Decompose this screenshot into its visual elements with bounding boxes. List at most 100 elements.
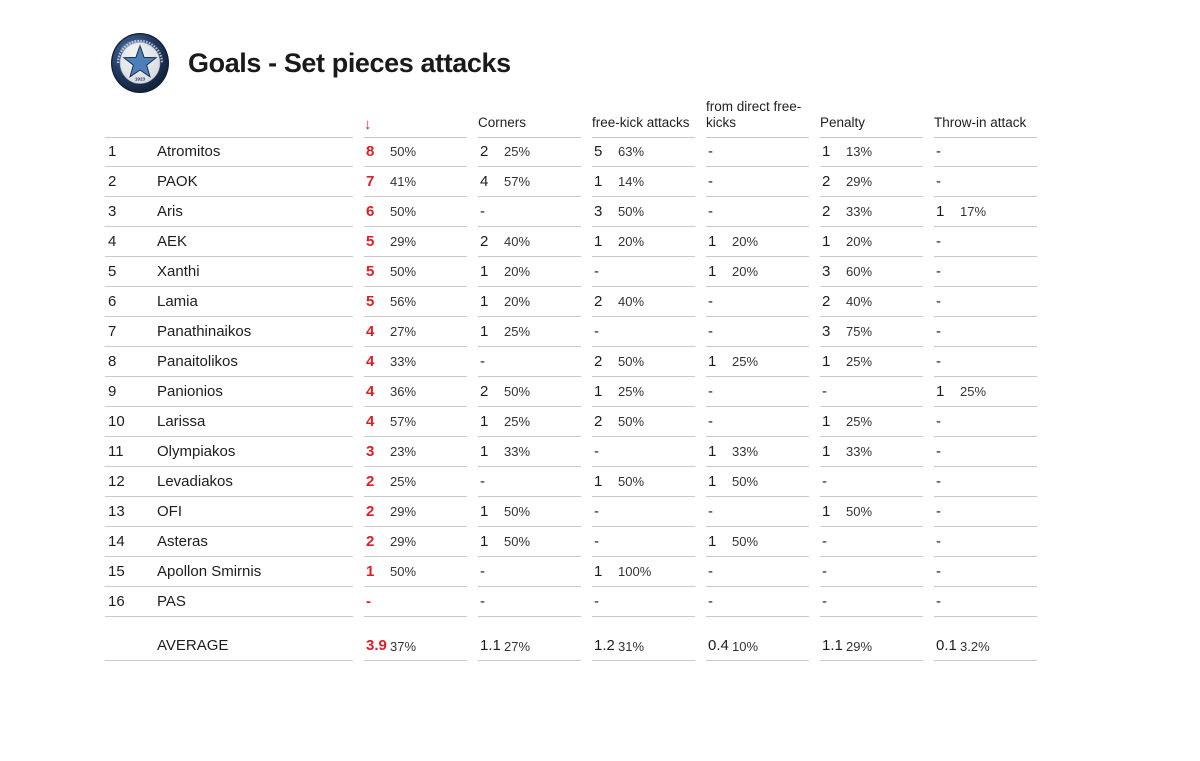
stat-count: 0.4	[708, 637, 729, 654]
total-cell: 5 50%	[364, 257, 467, 287]
stat-pct: 57%	[390, 414, 417, 429]
stats-table: ↓ Corners free-kick attacks from direct …	[105, 99, 1037, 661]
throw-in-cell: -	[934, 347, 1037, 377]
total-cell: 4 27%	[364, 317, 467, 347]
stat-count: -	[708, 383, 713, 400]
table-row: 15 Apollon Smirnis 1 50% - 1 100% - - -	[105, 557, 1037, 587]
average-free-kick-cell: 1.2 31%	[592, 617, 695, 661]
stat-pct: 3.2%	[960, 639, 990, 654]
stat-count: 1	[594, 173, 603, 190]
free-kick-cell: 5 63%	[592, 137, 695, 167]
rank-label: 13	[108, 503, 125, 520]
free-kick-cell: 2 40%	[592, 287, 695, 317]
team-name: Larissa	[157, 413, 206, 430]
stat-count: 1	[936, 203, 945, 220]
stat-count: 1	[594, 473, 603, 490]
total-cell: 2 25%	[364, 467, 467, 497]
stat-count: 1	[708, 233, 717, 250]
throw-in-cell: -	[934, 167, 1037, 197]
stat-count: -	[708, 173, 713, 190]
header-throw-in-attack: Throw-in attack	[934, 99, 1037, 138]
sort-descending-icon[interactable]: ↓	[364, 115, 372, 133]
stat-pct: 29%	[846, 174, 873, 189]
corners-cell: -	[478, 557, 581, 587]
stat-count: -	[936, 263, 941, 280]
stat-count: -	[480, 473, 485, 490]
stat-count: -	[708, 323, 713, 340]
stat-pct: 37%	[390, 639, 417, 654]
stat-count: 2	[822, 173, 831, 190]
penalty-cell: 1 50%	[820, 497, 923, 527]
stat-count: -	[480, 593, 485, 610]
stat-count: 2	[594, 413, 603, 430]
corners-cell: 1 20%	[478, 257, 581, 287]
stat-count: 1	[822, 353, 831, 370]
throw-in-cell: -	[934, 557, 1037, 587]
stat-pct: 29%	[390, 504, 417, 519]
stat-pct: 33%	[846, 444, 873, 459]
stat-count: -	[936, 233, 941, 250]
star-icon	[122, 44, 158, 78]
stat-pct: 41%	[390, 174, 417, 189]
header-total-cell: ↓	[364, 99, 467, 138]
penalty-cell: 1 20%	[820, 227, 923, 257]
corners-cell: 1 20%	[478, 287, 581, 317]
stat-count: 1	[708, 533, 717, 550]
corners-cell: 1 33%	[478, 437, 581, 467]
stat-count: -	[936, 413, 941, 430]
stat-count: 4	[366, 323, 375, 340]
table-row: 8 Panaitolikos 4 33% - 2 50% 1 25% 1 25%…	[105, 347, 1037, 377]
stat-pct: 63%	[618, 144, 645, 159]
rank-label: 6	[108, 293, 117, 310]
stat-pct: 31%	[618, 639, 645, 654]
stat-pct: 33%	[390, 354, 417, 369]
corners-cell: 2 50%	[478, 377, 581, 407]
team-name: Lamia	[157, 293, 198, 310]
rank-label: 14	[108, 533, 125, 550]
direct-fk-cell: -	[706, 497, 809, 527]
stat-pct: 20%	[618, 234, 645, 249]
stat-pct: 13%	[846, 144, 873, 159]
stat-count: 1	[822, 233, 831, 250]
corners-cell: 4 57%	[478, 167, 581, 197]
corners-cell: -	[478, 197, 581, 227]
stat-pct: 25%	[846, 354, 873, 369]
stat-count: 4	[366, 413, 375, 430]
throw-in-cell: -	[934, 497, 1037, 527]
stat-count: 2	[366, 533, 375, 550]
stat-pct: 20%	[846, 234, 873, 249]
stat-count: -	[708, 503, 713, 520]
corners-cell: 2 40%	[478, 227, 581, 257]
page-title: Goals - Set pieces attacks	[188, 47, 511, 78]
stat-count: 2	[594, 293, 603, 310]
team-name: OFI	[157, 503, 182, 520]
total-cell: 8 50%	[364, 137, 467, 167]
corners-cell: 2 25%	[478, 137, 581, 167]
average-row: AVERAGE 3.9 37% 1.1 27% 1.2 31% 0.4 10% …	[105, 617, 1037, 661]
total-cell: 5 29%	[364, 227, 467, 257]
stat-count: -	[936, 293, 941, 310]
stat-pct: 50%	[504, 504, 531, 519]
stat-pct: 25%	[846, 414, 873, 429]
stat-count: 2	[480, 143, 489, 160]
total-cell: 3 23%	[364, 437, 467, 467]
stat-count: -	[594, 443, 599, 460]
stat-pct: 50%	[390, 264, 417, 279]
stat-count: 1	[822, 413, 831, 430]
stat-count: -	[822, 473, 827, 490]
header-team-cell	[105, 99, 353, 138]
stat-count: -	[708, 203, 713, 220]
throw-in-cell: -	[934, 137, 1037, 167]
throw-in-cell: -	[934, 257, 1037, 287]
rank-label: 12	[108, 473, 125, 490]
table-row: 9 Panionios 4 36% 2 50% 1 25% - - 1 25%	[105, 377, 1037, 407]
stat-count: -	[936, 503, 941, 520]
club-badge-icon: 1923	[111, 33, 169, 93]
stat-count: -	[594, 263, 599, 280]
stat-count: -	[708, 143, 713, 160]
stat-pct: 50%	[618, 204, 645, 219]
stat-count: 6	[366, 203, 375, 220]
stat-pct: 29%	[390, 534, 417, 549]
stat-pct: 75%	[846, 324, 873, 339]
stat-count: -	[936, 443, 941, 460]
